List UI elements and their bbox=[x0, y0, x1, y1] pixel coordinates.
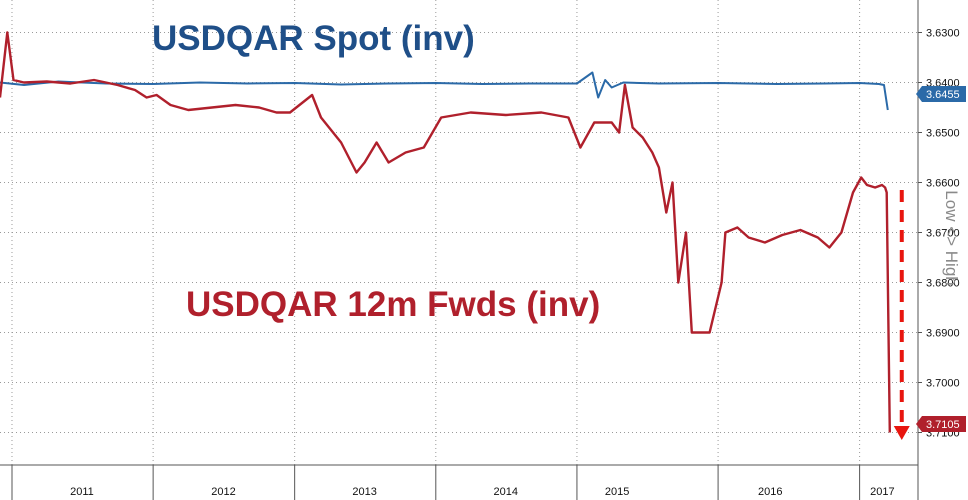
fwd-last-value: 3.7105 bbox=[926, 419, 960, 431]
last-value-labels: 3.6455 3.7105 bbox=[916, 86, 966, 432]
spot-series-title: USDQAR Spot (inv) bbox=[152, 19, 475, 58]
x-tick-label: 2011 bbox=[70, 486, 94, 498]
spot-last-value: 3.6455 bbox=[926, 89, 960, 101]
x-tick-label: 2012 bbox=[211, 486, 235, 498]
x-tick-label: 2013 bbox=[352, 486, 376, 498]
x-tick-label: 2014 bbox=[494, 486, 518, 498]
y-tick-label: 3.6900 bbox=[926, 328, 960, 340]
y-tick-label: 3.6600 bbox=[926, 178, 960, 190]
grid bbox=[0, 0, 918, 465]
fwd-last-value-box bbox=[916, 416, 966, 432]
spot-series-line bbox=[0, 71, 889, 111]
x-tick-label: 2017 bbox=[870, 486, 894, 498]
y-tick-label: 3.7000 bbox=[926, 378, 960, 390]
dashed-arrow-head bbox=[893, 426, 910, 440]
y-tick-label: 3.6700 bbox=[926, 228, 960, 240]
fwd-series-title: USDQAR 12m Fwds (inv) bbox=[186, 285, 600, 324]
x-tick-label: 2016 bbox=[758, 486, 782, 498]
y-tick-label: 3.6500 bbox=[926, 128, 960, 140]
series bbox=[0, 31, 891, 433]
x-ticks: 2011 2012 2013 2014 2015 2016 2017 bbox=[11, 465, 895, 500]
low-high-side-label: Low <> High bbox=[942, 190, 961, 285]
x-tick-label: 2015 bbox=[605, 486, 629, 498]
fwd-series-line bbox=[0, 31, 891, 433]
annotations bbox=[893, 190, 910, 440]
spot-last-value-box bbox=[916, 86, 966, 102]
y-tick-label: 3.6300 bbox=[926, 28, 960, 40]
y-tick-label: 3.6800 bbox=[926, 278, 960, 290]
